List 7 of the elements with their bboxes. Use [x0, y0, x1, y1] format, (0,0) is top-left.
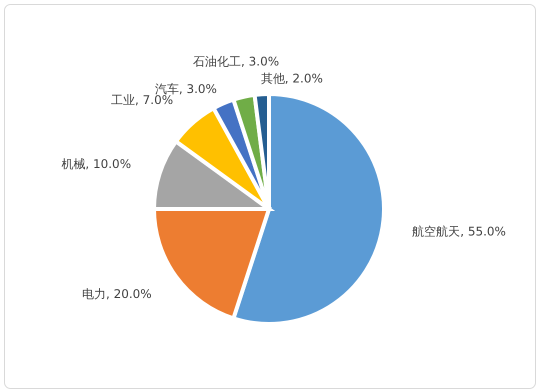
- slice-label: 其他, 2.0%: [260, 71, 323, 86]
- slice-label: 机械, 10.0%: [61, 157, 132, 172]
- slice-label: 航空航天, 55.0%: [412, 224, 506, 239]
- slice-label: 汽车, 3.0%: [154, 82, 217, 96]
- slice-label: 电力, 20.0%: [82, 287, 152, 302]
- slice-label: 石油化工, 3.0%: [193, 54, 280, 69]
- slice-label: 工业, 7.0%: [110, 93, 174, 108]
